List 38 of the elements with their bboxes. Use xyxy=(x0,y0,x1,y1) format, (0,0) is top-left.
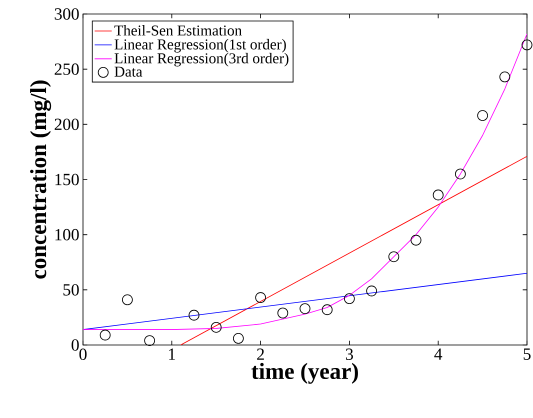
point xyxy=(410,234,422,246)
y-tick-label: 300 xyxy=(54,8,79,20)
point xyxy=(388,251,400,262)
point xyxy=(188,310,200,321)
point xyxy=(366,286,377,296)
point xyxy=(210,322,222,333)
x-tick-label: 5 xyxy=(524,348,531,360)
point xyxy=(277,308,288,318)
point xyxy=(344,293,355,304)
point xyxy=(300,303,310,314)
y-axis-title: concentration (mg/l) xyxy=(30,80,52,279)
point xyxy=(477,110,488,121)
point xyxy=(255,292,266,303)
x-tick-label: 1 xyxy=(169,348,176,360)
point xyxy=(522,39,532,50)
y-tick-label: 150 xyxy=(55,174,79,186)
point xyxy=(432,190,444,200)
legend-label: Data xyxy=(114,66,142,77)
y-tick-label: 200 xyxy=(54,118,79,130)
x-axis-title: time (year) xyxy=(251,362,358,384)
y-tick-label: 50 xyxy=(63,284,79,296)
legend-label: Linear Regression(3rd order) xyxy=(114,52,288,66)
y-tick-label: 100 xyxy=(55,228,79,240)
point xyxy=(100,330,111,340)
point xyxy=(144,335,155,346)
point xyxy=(454,168,466,180)
x-tick-label: 3 xyxy=(346,348,353,360)
x-tick-label: 4 xyxy=(434,348,442,360)
legend-label: Theil-Sen Estimation xyxy=(114,25,242,36)
point xyxy=(233,332,244,344)
point xyxy=(499,71,510,82)
point xyxy=(322,304,333,316)
x-tick-label: 0 xyxy=(79,348,87,360)
y-tick-label: 0 xyxy=(72,339,79,351)
y-tick-label: 250 xyxy=(54,63,79,75)
point xyxy=(122,294,133,306)
x-tick-label: 2 xyxy=(257,348,264,360)
legend-label: Linear Regression(1st order) xyxy=(114,38,286,53)
